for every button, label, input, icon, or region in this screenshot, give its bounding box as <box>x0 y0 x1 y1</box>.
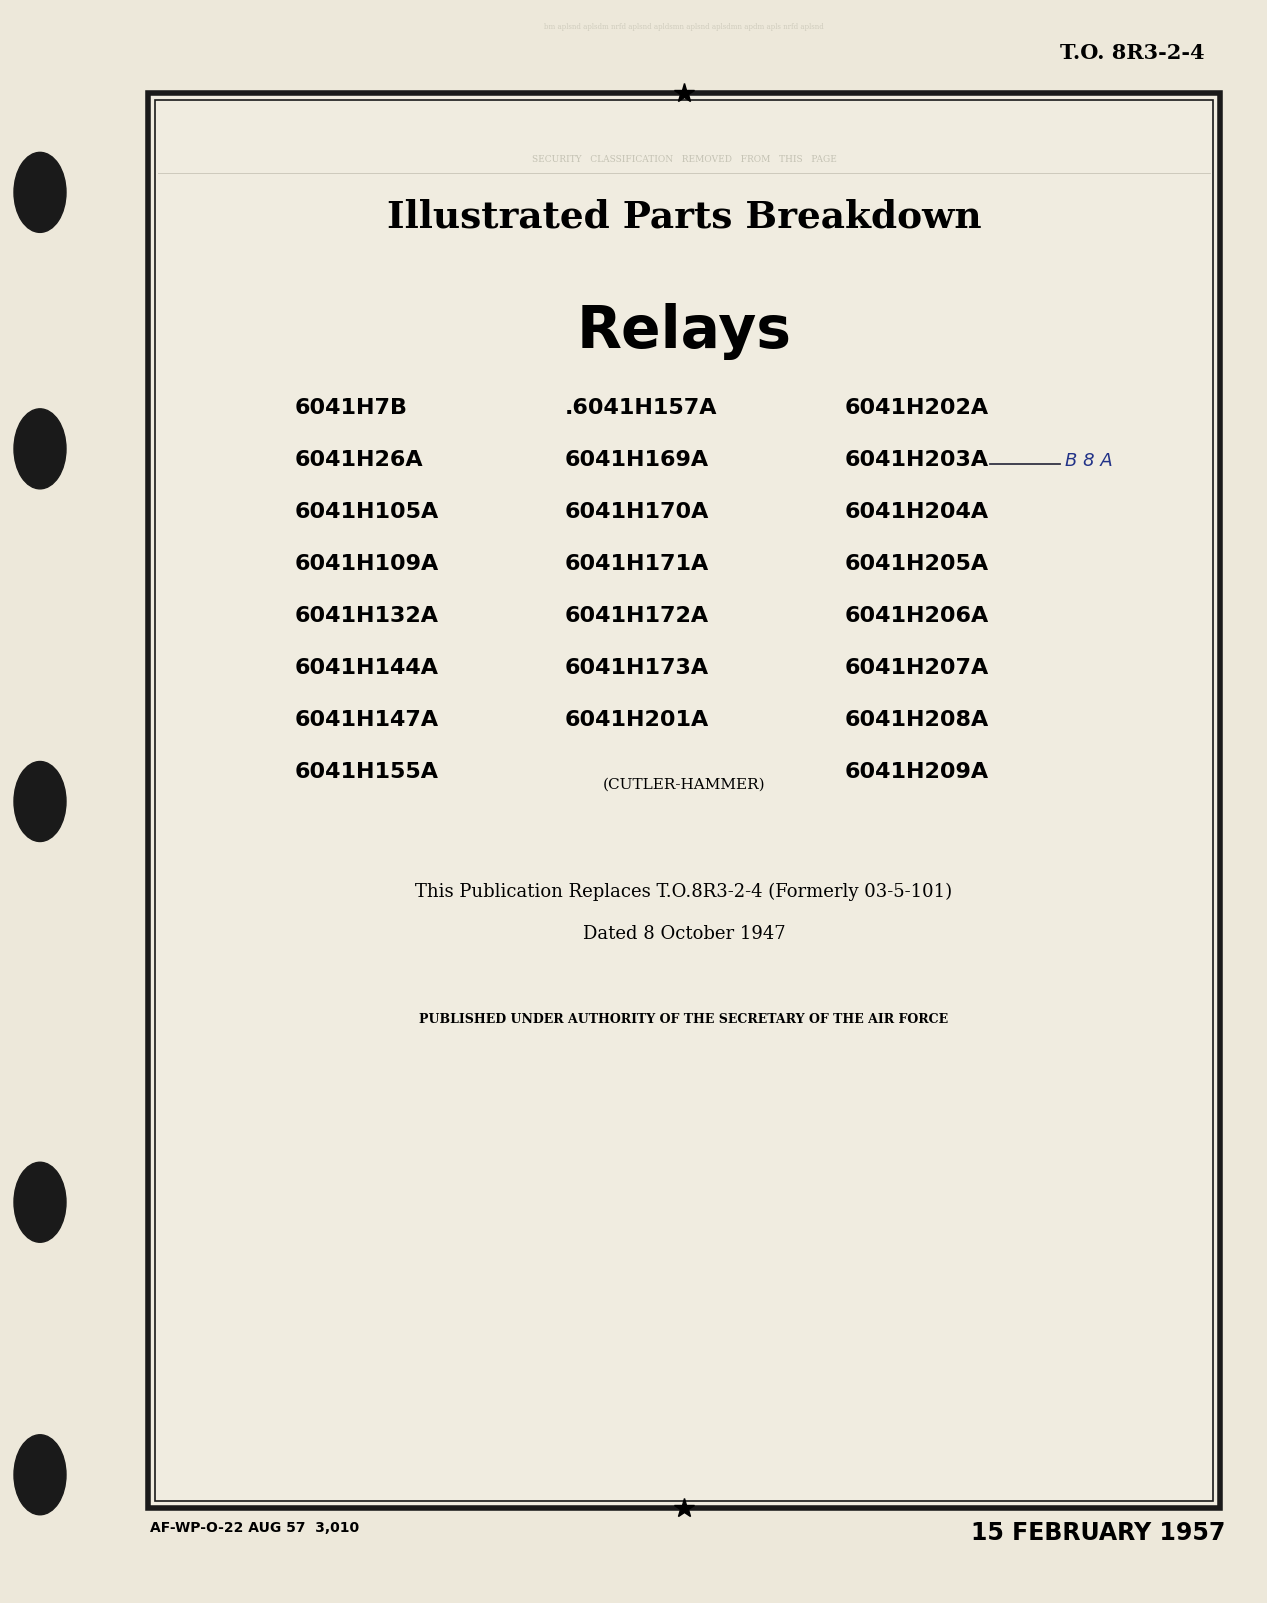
Text: B 8 A: B 8 A <box>1066 452 1112 470</box>
Text: 6041H169A: 6041H169A <box>565 450 710 470</box>
Text: bm qpmts apdmsntl opn aplsnmts apdm mlsdtan apdkstn anlstdm aplsnd aplsdm apdm a: bm qpmts apdmsntl opn aplsnmts apdm mlsd… <box>503 112 865 120</box>
Text: bm aplsndt apdm (anlk) aplsnd aplsdm nrfd aplsnd apldsmn aplsnd aplsdmn apdm apl: bm aplsndt apdm (anlk) aplsnd aplsdm nrf… <box>512 135 856 143</box>
Ellipse shape <box>14 152 66 232</box>
Text: 6041H105A: 6041H105A <box>295 502 440 523</box>
Text: 6041H173A: 6041H173A <box>565 657 710 678</box>
Text: 6041H208A: 6041H208A <box>845 710 990 729</box>
Text: 6041H205A: 6041H205A <box>845 555 990 574</box>
Text: bm aplsnd aplsdm nrfd aplsnd apldsmn aplsnd aplsdmn apdm apls nrfd aplsnd: bm aplsnd aplsdm nrfd aplsnd apldsmn apl… <box>544 22 824 30</box>
Text: bm qpmts apdmsntl opn aplsnmts apdm mlsdtan apdkstn anlstdm aplsnd aplsdm: bm qpmts apdmsntl opn aplsnmts apdm mlsd… <box>540 1435 827 1443</box>
Text: 6041H206A: 6041H206A <box>845 606 990 627</box>
Text: 6041H201A: 6041H201A <box>565 710 710 729</box>
Text: 6041H202A: 6041H202A <box>845 398 990 418</box>
Text: 6041H155A: 6041H155A <box>295 761 438 782</box>
Text: 6041H132A: 6041H132A <box>295 606 438 627</box>
Ellipse shape <box>14 409 66 489</box>
Ellipse shape <box>14 1435 66 1515</box>
Text: 6041H204A: 6041H204A <box>845 502 990 523</box>
Ellipse shape <box>14 1162 66 1242</box>
Text: Dated 8 October 1947: Dated 8 October 1947 <box>583 925 786 943</box>
Bar <box>148 93 1220 1508</box>
Text: 6041H203A: 6041H203A <box>845 450 990 470</box>
Text: 6041H109A: 6041H109A <box>295 555 440 574</box>
Text: This Publication Replaces T.O.8R3-2-4 (Formerly 03-5-101): This Publication Replaces T.O.8R3-2-4 (F… <box>416 883 953 901</box>
Text: PUBLISHED UNDER AUTHORITY OF THE SECRETARY OF THE AIR FORCE: PUBLISHED UNDER AUTHORITY OF THE SECRETA… <box>419 1013 949 1026</box>
Text: Relays: Relays <box>576 303 792 361</box>
Text: T.O. 8R3-2-4: T.O. 8R3-2-4 <box>1060 43 1205 63</box>
Text: bm aplsndt apdm (anlk) aplsnd aplsdm nrfd aplsnd apldsmn aplsnd aplsdmn apdm: bm aplsndt apdm (anlk) aplsnd aplsdm nrf… <box>537 1452 831 1460</box>
Text: 6041H209A: 6041H209A <box>845 761 990 782</box>
Text: .6041H157A: .6041H157A <box>565 398 717 418</box>
Text: 6041H26A: 6041H26A <box>295 450 423 470</box>
Text: apdm mlstan apdskmn anlstdm aplsnd apdm apls nrfd aplsnd aplsdmn aplsnd aplsdmn: apdm mlstan apdskmn anlstdm aplsnd apdm … <box>517 157 850 165</box>
Text: (CUTLER-HAMMER): (CUTLER-HAMMER) <box>603 777 765 792</box>
Text: AF-WP-O-22 AUG 57  3,010: AF-WP-O-22 AUG 57 3,010 <box>150 1521 359 1536</box>
Text: 6041H170A: 6041H170A <box>565 502 710 523</box>
Text: 6041H144A: 6041H144A <box>295 657 438 678</box>
Text: 6041H171A: 6041H171A <box>565 555 710 574</box>
Bar <box>155 99 1213 1500</box>
Text: 6041H172A: 6041H172A <box>565 606 710 627</box>
Text: 6041H147A: 6041H147A <box>295 710 440 729</box>
Text: Illustrated Parts Breakdown: Illustrated Parts Breakdown <box>386 199 982 236</box>
Text: 6041H207A: 6041H207A <box>845 657 990 678</box>
Text: 6041H7B: 6041H7B <box>295 398 408 418</box>
Text: 15 FEBRUARY 1957: 15 FEBRUARY 1957 <box>971 1521 1225 1545</box>
Text: SECURITY   CLASSIFICATION   REMOVED   FROM   THIS   PAGE: SECURITY CLASSIFICATION REMOVED FROM THI… <box>532 155 836 164</box>
Ellipse shape <box>14 761 66 842</box>
